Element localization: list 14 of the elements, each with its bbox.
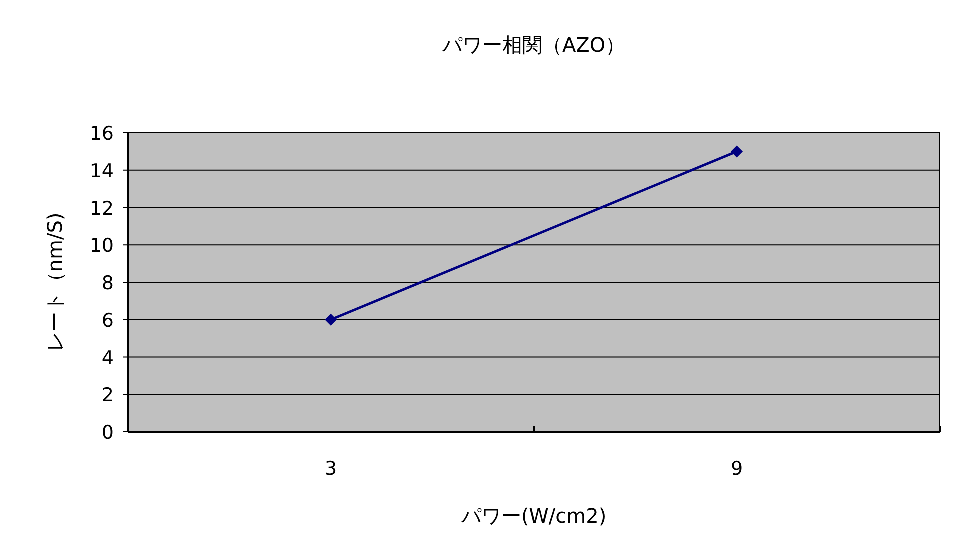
x-tick-label: 3 [324, 458, 338, 480]
y-tick-label: 16 [90, 123, 114, 145]
y-tick-label: 0 [102, 422, 114, 444]
y-axis-title: レート（nm/S) [43, 212, 67, 352]
x-axis-title: パワー(W/cm2) [460, 504, 607, 528]
y-tick-label: 6 [102, 310, 114, 332]
y-tick-label: 2 [102, 384, 114, 407]
x-tick-label: 9 [730, 458, 744, 480]
chart-title: パワー相関（AZO） [441, 33, 626, 57]
y-tick-label: 4 [102, 347, 114, 370]
y-tick-label: 14 [90, 160, 114, 182]
y-tick-label: 10 [90, 235, 114, 258]
y-tick-label: 8 [102, 272, 114, 294]
y-tick-label: 12 [90, 198, 114, 220]
